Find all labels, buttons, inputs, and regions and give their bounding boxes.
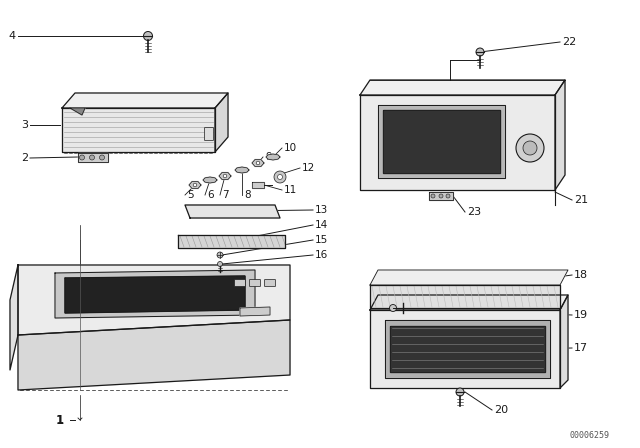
Circle shape xyxy=(99,155,104,160)
Text: 18: 18 xyxy=(574,270,588,280)
FancyBboxPatch shape xyxy=(264,280,275,287)
Polygon shape xyxy=(385,320,550,378)
Polygon shape xyxy=(383,110,500,173)
Circle shape xyxy=(523,141,537,155)
Polygon shape xyxy=(78,153,108,162)
Text: 22: 22 xyxy=(562,37,576,47)
Polygon shape xyxy=(178,235,285,248)
Text: 3: 3 xyxy=(21,120,28,130)
Circle shape xyxy=(439,194,443,198)
FancyBboxPatch shape xyxy=(205,128,214,141)
Polygon shape xyxy=(18,320,290,390)
Text: 19: 19 xyxy=(574,310,588,320)
Polygon shape xyxy=(18,265,290,335)
Circle shape xyxy=(431,194,435,198)
Polygon shape xyxy=(370,285,560,308)
Polygon shape xyxy=(65,276,245,313)
Circle shape xyxy=(278,175,282,180)
Text: 8: 8 xyxy=(244,190,251,200)
Circle shape xyxy=(516,134,544,162)
Circle shape xyxy=(256,161,260,165)
Text: 15: 15 xyxy=(315,235,328,245)
Text: 21: 21 xyxy=(574,195,588,205)
Polygon shape xyxy=(390,326,545,372)
Polygon shape xyxy=(252,182,264,188)
Text: 9: 9 xyxy=(265,152,271,162)
Polygon shape xyxy=(185,205,280,218)
Text: 00006259: 00006259 xyxy=(570,431,610,440)
FancyBboxPatch shape xyxy=(234,280,246,287)
Text: 2: 2 xyxy=(21,153,28,163)
Circle shape xyxy=(446,194,450,198)
Circle shape xyxy=(217,252,223,258)
Polygon shape xyxy=(215,93,228,152)
Text: 12: 12 xyxy=(302,163,316,173)
Circle shape xyxy=(390,305,397,311)
Polygon shape xyxy=(360,80,565,95)
Polygon shape xyxy=(55,270,255,318)
Text: 11: 11 xyxy=(284,185,297,195)
Text: 5: 5 xyxy=(187,190,194,200)
Polygon shape xyxy=(252,159,264,167)
Polygon shape xyxy=(235,167,249,173)
Text: 17: 17 xyxy=(574,343,588,353)
Polygon shape xyxy=(240,307,270,316)
Circle shape xyxy=(193,183,197,187)
Circle shape xyxy=(218,262,223,267)
FancyBboxPatch shape xyxy=(250,280,260,287)
Text: 16: 16 xyxy=(315,250,328,260)
Text: 10: 10 xyxy=(284,143,297,153)
Circle shape xyxy=(274,171,286,183)
Circle shape xyxy=(223,174,227,178)
Polygon shape xyxy=(378,105,505,178)
Polygon shape xyxy=(360,95,555,190)
Polygon shape xyxy=(429,192,453,200)
Polygon shape xyxy=(70,108,85,115)
Text: 1: 1 xyxy=(56,415,63,425)
Text: 7: 7 xyxy=(222,190,228,200)
Polygon shape xyxy=(189,181,201,189)
Text: 14: 14 xyxy=(315,220,328,230)
Text: 13: 13 xyxy=(315,205,328,215)
Polygon shape xyxy=(555,80,565,190)
Polygon shape xyxy=(219,172,231,180)
Polygon shape xyxy=(370,310,560,388)
Circle shape xyxy=(456,388,464,396)
Circle shape xyxy=(79,155,84,160)
Text: 23: 23 xyxy=(467,207,481,217)
Text: 1: 1 xyxy=(56,414,64,426)
Polygon shape xyxy=(62,108,215,152)
Circle shape xyxy=(90,155,95,160)
Circle shape xyxy=(476,48,484,56)
Polygon shape xyxy=(10,265,18,370)
Polygon shape xyxy=(203,177,217,183)
Text: 4: 4 xyxy=(9,31,16,41)
Polygon shape xyxy=(370,295,568,310)
Circle shape xyxy=(143,31,152,40)
Polygon shape xyxy=(560,295,568,388)
Polygon shape xyxy=(62,93,228,108)
Text: 6: 6 xyxy=(207,190,214,200)
Polygon shape xyxy=(370,270,568,285)
Text: 20: 20 xyxy=(494,405,508,415)
Polygon shape xyxy=(266,154,280,160)
